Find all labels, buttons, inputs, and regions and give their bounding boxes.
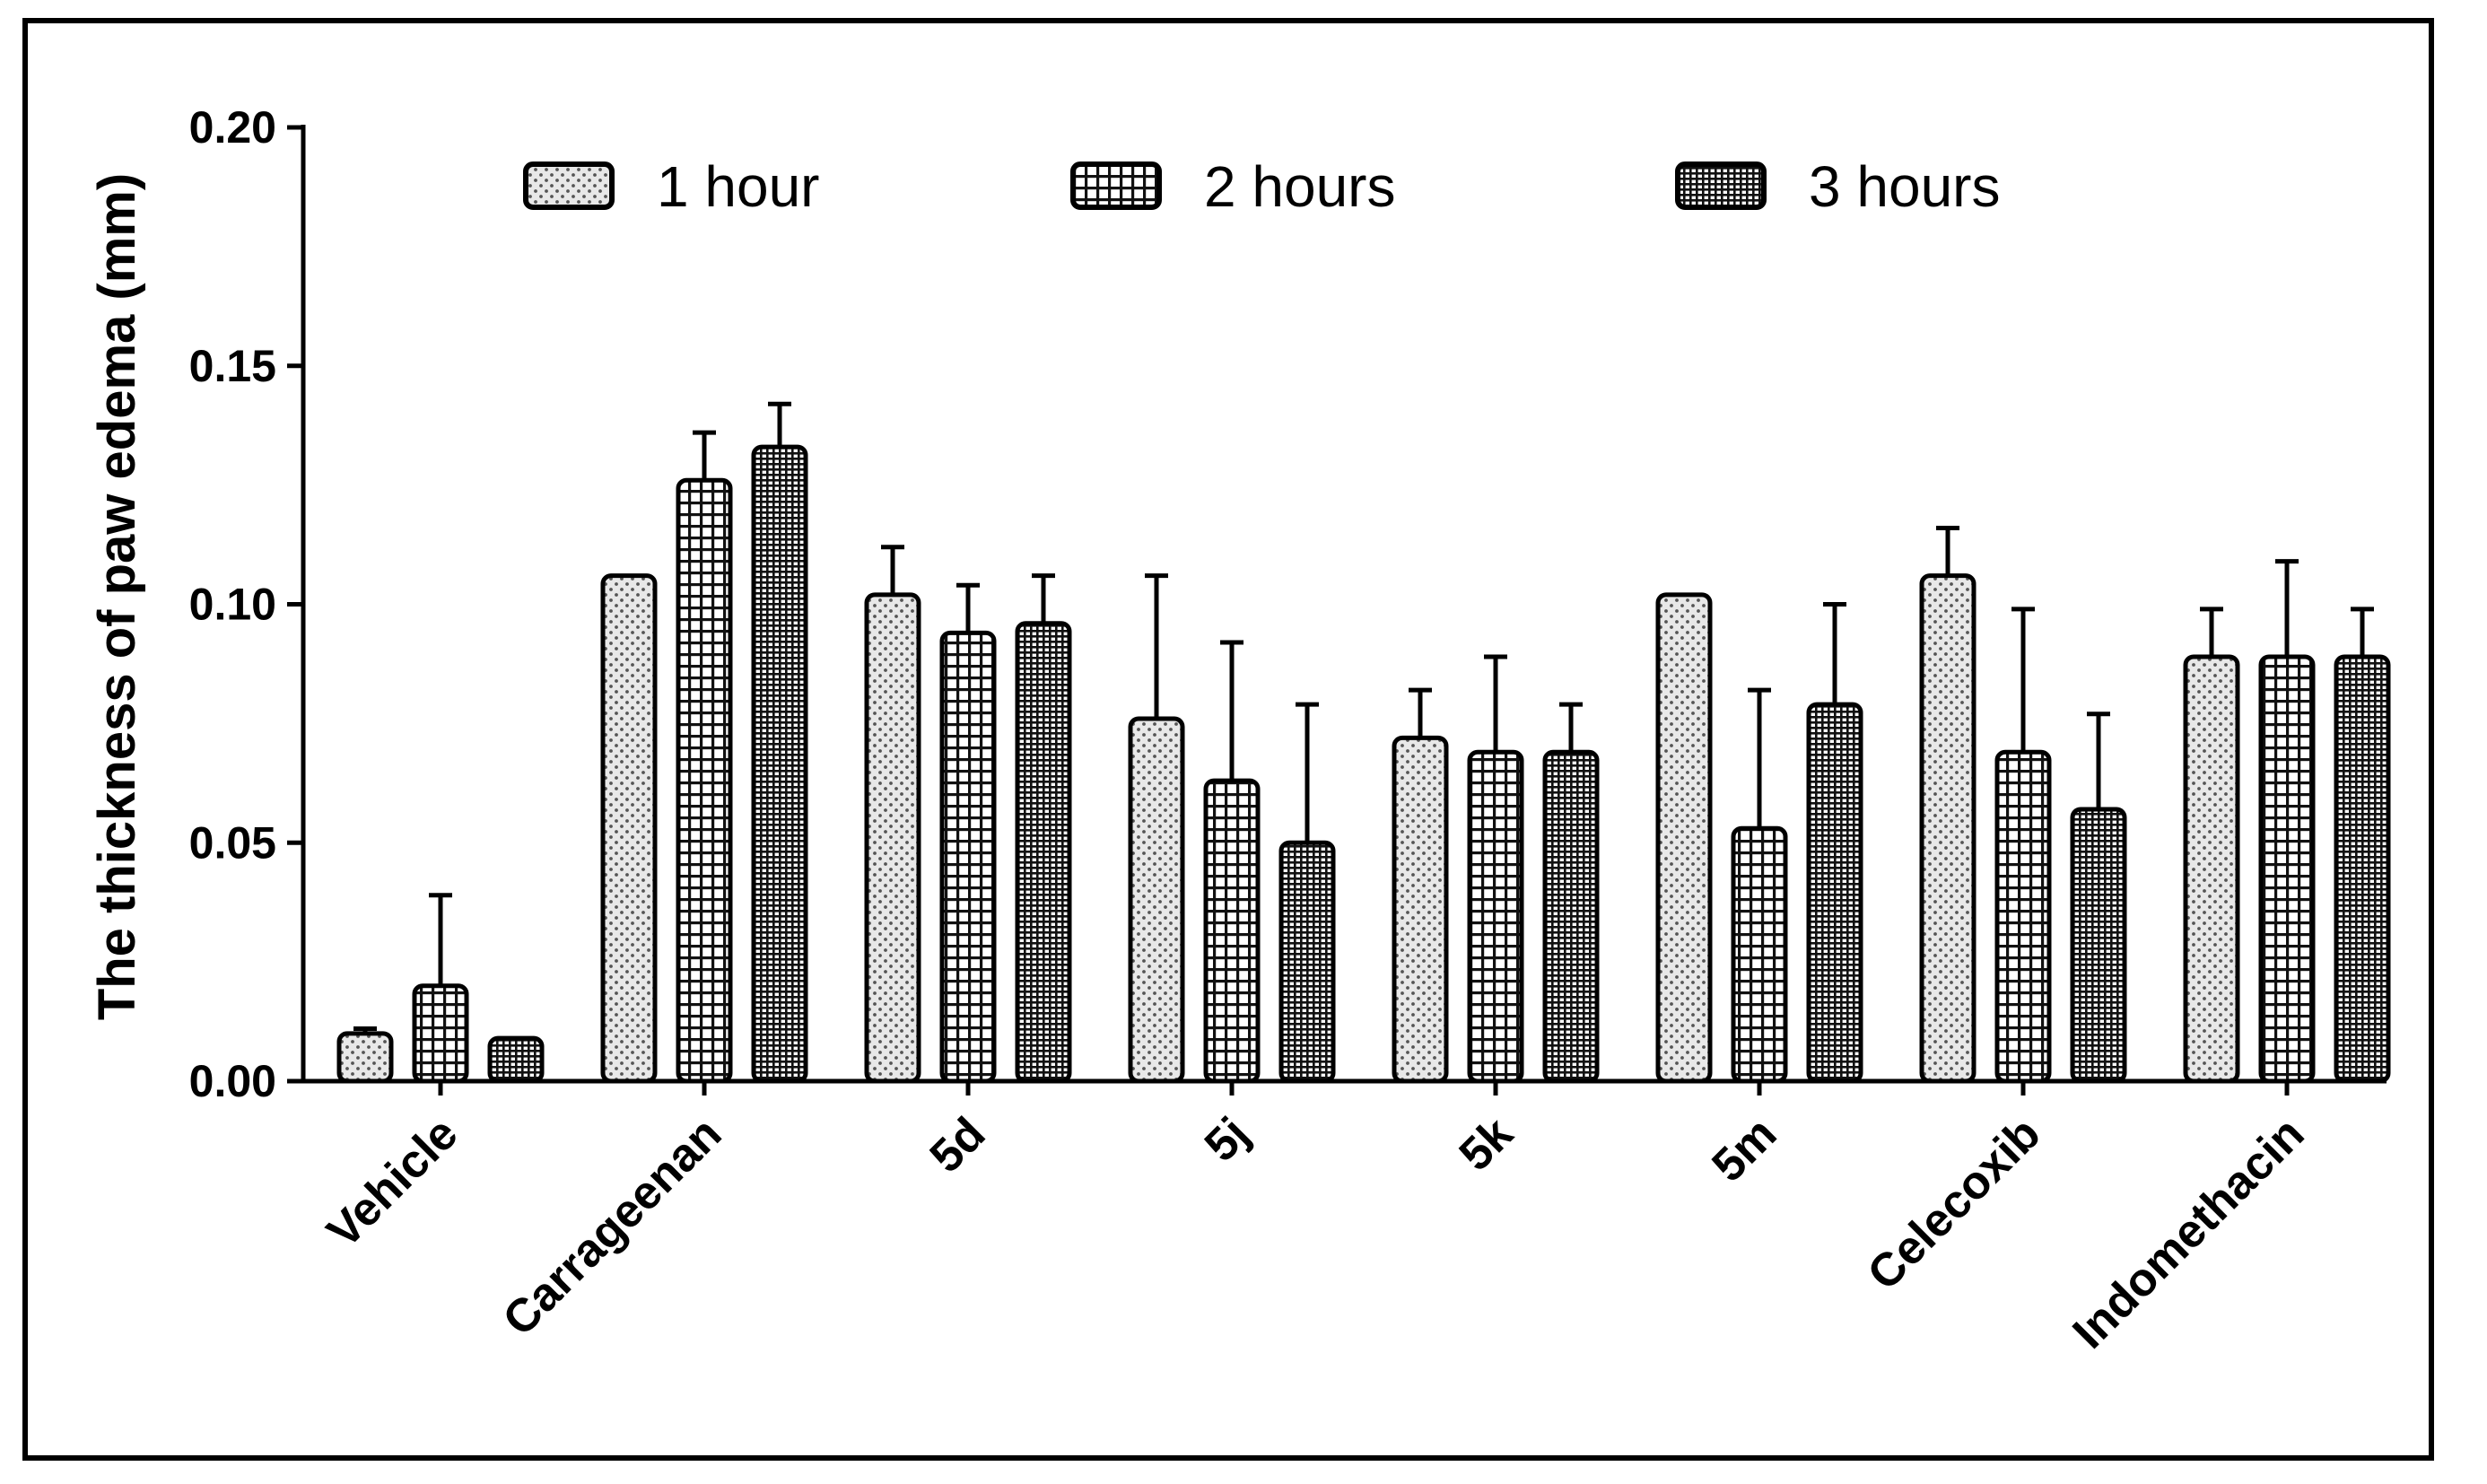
bar xyxy=(336,1031,394,1084)
legend-label: 2 hours xyxy=(1204,154,1395,219)
x-tick-label: Vehicle xyxy=(318,1107,468,1258)
bar xyxy=(2070,807,2127,1084)
bar-group xyxy=(600,401,808,1084)
bar xyxy=(1731,825,1788,1084)
x-tick-label: Carrageenan xyxy=(493,1107,732,1346)
bar xyxy=(1203,778,1261,1084)
bar xyxy=(1994,749,2052,1084)
bar-group xyxy=(336,893,545,1084)
bar-group xyxy=(864,545,1072,1084)
y-tick-label: 0.15 xyxy=(189,341,276,391)
bar-group xyxy=(1128,573,1336,1084)
legend-label: 1 hour xyxy=(657,154,819,219)
x-tick-label: Indomethacin xyxy=(2063,1107,2314,1358)
bar xyxy=(1467,749,1524,1084)
legend-swatch xyxy=(523,161,615,210)
legend-swatch xyxy=(1675,161,1767,210)
bar xyxy=(864,592,921,1084)
bar xyxy=(487,1035,545,1084)
bar xyxy=(412,983,469,1084)
bar-group xyxy=(1919,525,2127,1084)
figure-frame xyxy=(22,18,2434,1461)
bar xyxy=(1542,749,1600,1084)
bar xyxy=(1392,735,1449,1084)
bar xyxy=(1278,840,1336,1084)
x-axis: Vehicle Carrageenan 5d 5j 5k 5m Celecoxib Indom… xyxy=(301,1078,2387,1359)
x-tick-label: 5d xyxy=(921,1107,996,1183)
bar-groups xyxy=(336,401,2391,1084)
bar xyxy=(600,573,658,1084)
x-tick-label: 5j xyxy=(1195,1107,1260,1172)
x-tick-label: 5k xyxy=(1450,1107,1523,1181)
legend-swatch xyxy=(1070,161,1162,210)
legend-label: 3 hours xyxy=(1809,154,2000,219)
y-axis: 0.00 0.05 0.10 0.15 0.20 xyxy=(189,102,306,1106)
bar-group xyxy=(1392,654,1600,1084)
bar xyxy=(939,630,997,1084)
bar-group xyxy=(1655,592,1863,1084)
bar xyxy=(1015,621,1072,1084)
y-tick-label: 0.05 xyxy=(189,817,276,868)
bar xyxy=(1655,592,1713,1084)
bar xyxy=(1806,702,1863,1084)
bar xyxy=(2183,654,2240,1084)
y-tick-label: 0.10 xyxy=(189,580,276,630)
bar xyxy=(1919,573,1977,1084)
x-tick-label: Celecoxib xyxy=(1858,1107,2051,1300)
bar xyxy=(1128,716,1185,1084)
legend: 1 hour 2 hours 3 hours xyxy=(523,154,2000,219)
bar xyxy=(676,477,733,1084)
y-tick-label: 0.20 xyxy=(189,102,276,153)
x-tick-label: 5m xyxy=(1702,1107,1786,1192)
bar xyxy=(2334,654,2391,1084)
y-tick-label: 0.00 xyxy=(189,1056,276,1106)
legend-item: 1 hour xyxy=(523,154,819,219)
legend-item: 3 hours xyxy=(1675,154,2000,219)
bar xyxy=(751,444,808,1084)
y-axis-title: The thickness of paw edema (mm) xyxy=(88,173,146,1020)
legend-item: 2 hours xyxy=(1070,154,1395,219)
bar xyxy=(2258,654,2316,1084)
bar-group xyxy=(2183,559,2391,1084)
